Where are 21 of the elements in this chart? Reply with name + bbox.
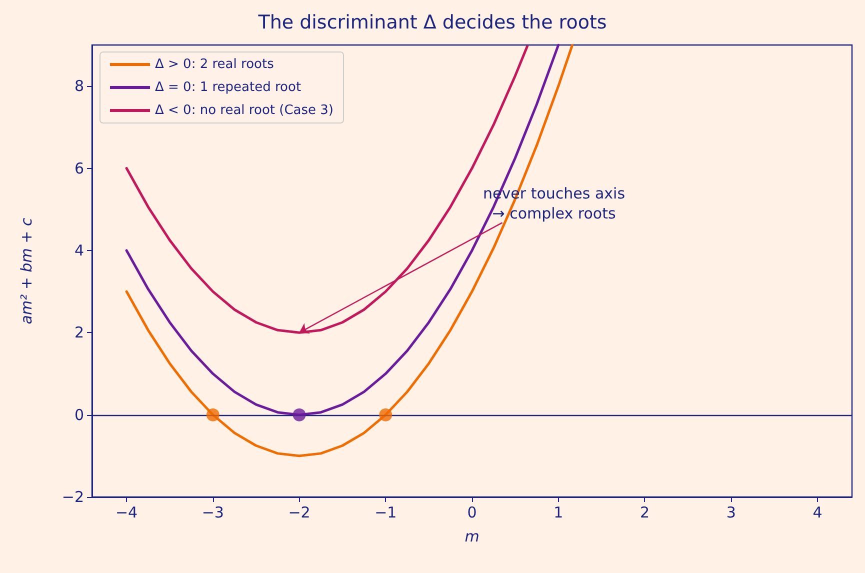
y-tick-label: −2 <box>62 488 84 506</box>
y-tick-label: 0 <box>74 406 84 424</box>
legend-label: Δ = 0: 1 repeated root <box>155 80 302 95</box>
legend-label: Δ < 0: no real root (Case 3) <box>155 103 334 118</box>
x-tick-label: 3 <box>726 504 736 522</box>
x-tick-label: −4 <box>115 504 138 522</box>
x-tick-label: 0 <box>467 504 477 522</box>
x-tick-label: 1 <box>554 504 564 522</box>
x-axis-title: m <box>464 528 480 546</box>
x-tick-label: −3 <box>202 504 224 522</box>
y-tick-label: 2 <box>74 324 84 342</box>
y-axis-title: am² + bm + c <box>18 217 36 324</box>
y-tick-label: 6 <box>74 159 84 178</box>
y-tick-label: 8 <box>74 77 84 96</box>
chart-title: The discriminant Δ decides the roots <box>257 12 607 34</box>
x-tick-label: 2 <box>640 504 650 522</box>
x-tick-label: −1 <box>374 504 397 522</box>
x-tick-label: 4 <box>812 504 822 522</box>
x-tick-label: −2 <box>288 504 310 522</box>
legend-label: Δ > 0: 2 real roots <box>155 57 274 72</box>
y-tick-label: 4 <box>74 241 84 260</box>
